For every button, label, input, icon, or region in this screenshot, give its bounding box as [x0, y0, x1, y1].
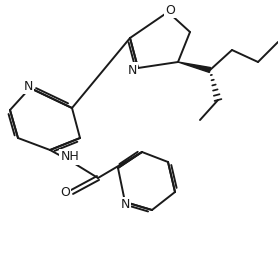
Polygon shape [178, 62, 211, 73]
Text: N: N [23, 80, 33, 93]
Text: O: O [165, 3, 175, 16]
Text: N: N [127, 63, 137, 76]
Text: O: O [60, 185, 70, 198]
Text: NH: NH [61, 151, 80, 164]
Text: N: N [120, 198, 130, 211]
